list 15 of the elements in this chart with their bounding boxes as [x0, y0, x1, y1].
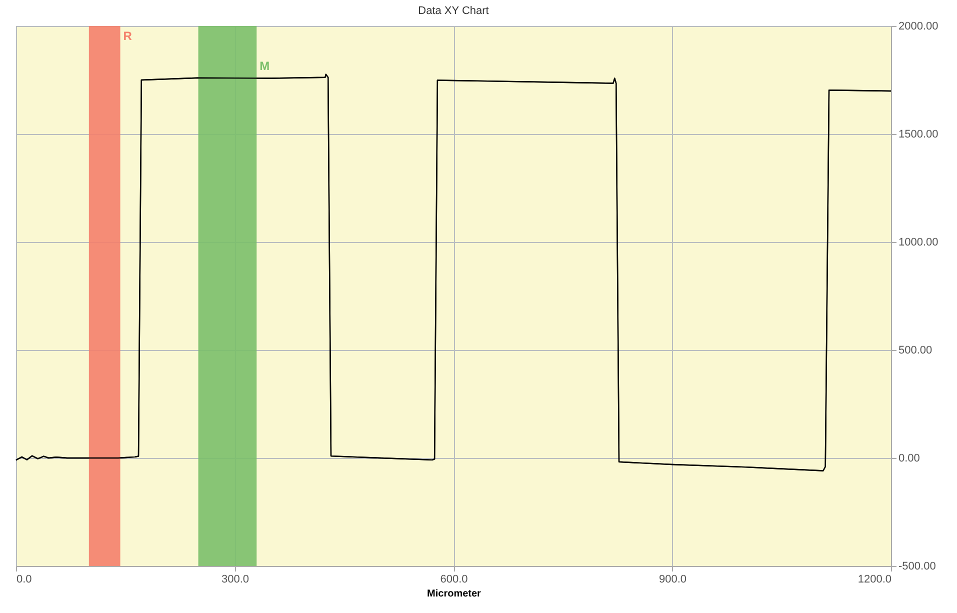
chart-title: Data XY Chart [418, 5, 489, 17]
x-tick-label: 1200.0 [858, 574, 892, 586]
y-tick-label: 500.00 [898, 344, 932, 356]
y-tick-label: 2000.00 [898, 20, 938, 32]
band-label: M [260, 59, 270, 73]
y-tick-label: 1500.00 [898, 128, 938, 140]
x-tick-label: 900.0 [658, 574, 687, 586]
x-axis-title: Micrometer [427, 588, 482, 600]
y-tick-label: -500.00 [898, 560, 936, 572]
x-tick-label: 600.0 [440, 574, 468, 586]
x-tick-label: 300.0 [221, 574, 250, 586]
x-tick-label: 0.0 [16, 574, 32, 586]
y-tick-label: 1000.00 [898, 236, 938, 248]
y-tick-label: 0.00 [898, 452, 920, 464]
band-label: R [123, 29, 132, 43]
